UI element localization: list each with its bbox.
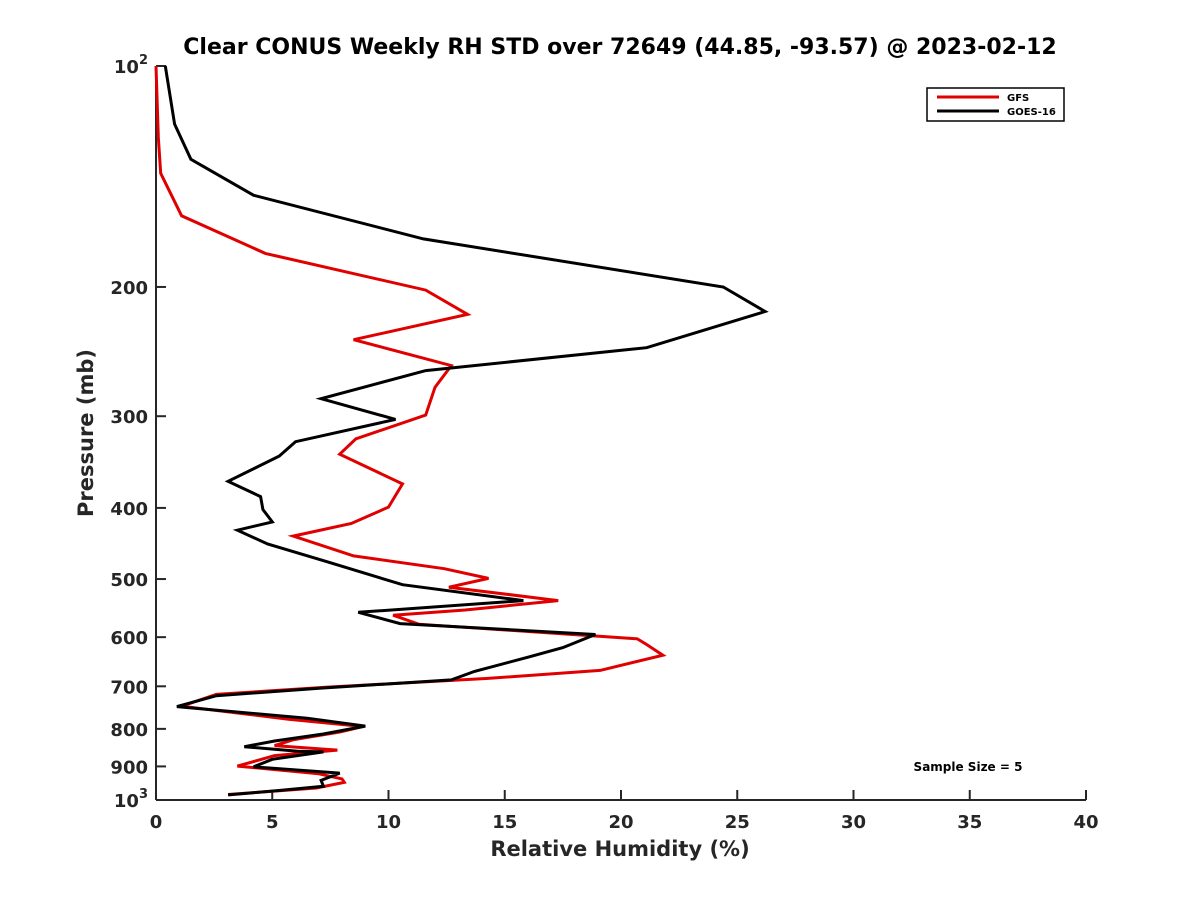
x-tick-label: 40 xyxy=(1073,812,1098,833)
y-tick-label: 600 xyxy=(110,628,148,649)
legend-box xyxy=(926,87,1065,122)
x-tick-label: 5 xyxy=(266,812,279,833)
x-tick-label: 30 xyxy=(841,812,866,833)
series-line-gfs xyxy=(154,65,667,796)
x-axis-label: Relative Humidity (%) xyxy=(490,837,749,861)
legend-label: GFS xyxy=(1007,93,1029,104)
legend: GFS GOES-16 xyxy=(926,87,1065,122)
x-tick-label: 15 xyxy=(492,812,517,833)
y-tick-label: 900 xyxy=(110,757,148,778)
y-tick-label: 102 xyxy=(114,53,148,78)
sample-size-annotation: Sample Size = 5 xyxy=(914,760,1023,774)
axes: 0 5 10 15 20 25 30 35 40 102 200 300 400 500 600 700 800… xyxy=(110,53,1098,833)
y-tick-label: 700 xyxy=(110,677,148,698)
series-line-goes-16 xyxy=(163,65,769,797)
y-tick-label: 300 xyxy=(110,407,148,428)
x-tick-label: 10 xyxy=(376,812,401,833)
x-tick-label: 0 xyxy=(150,812,163,833)
y-tick-label: 103 xyxy=(114,787,148,812)
y-tick-label: 800 xyxy=(110,720,148,741)
y-tick-label: 500 xyxy=(110,570,148,591)
y-tick-label: 400 xyxy=(110,499,148,520)
y-tick-label: 200 xyxy=(110,278,148,299)
plot-lines xyxy=(154,65,769,797)
x-tick-label: 35 xyxy=(957,812,982,833)
x-tick-label: 25 xyxy=(725,812,750,833)
chart-title: Clear CONUS Weekly RH STD over 72649 (44… xyxy=(183,35,1056,60)
y-axis-label: Pressure (mb) xyxy=(74,349,98,517)
x-tick-label: 20 xyxy=(608,812,633,833)
legend-label: GOES-16 xyxy=(1007,107,1056,118)
